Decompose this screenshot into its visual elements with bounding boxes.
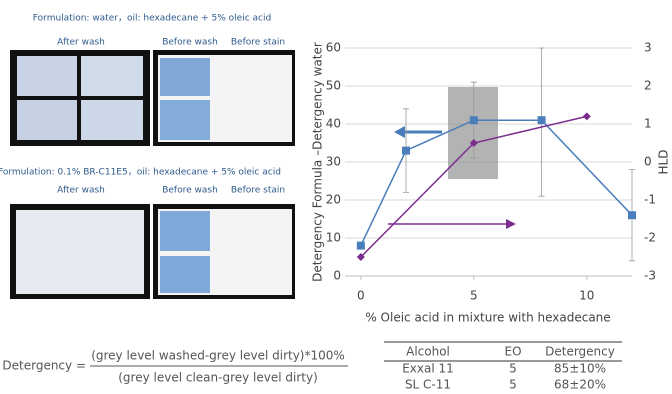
panel-title: Formulation: water，oil: hexadecane + 5% …	[33, 14, 271, 24]
table-cell: 68±20%	[554, 378, 606, 392]
y-tick-label: 60	[326, 41, 341, 55]
y-tick-label: 0	[333, 269, 341, 283]
table-header: Detergency	[545, 345, 615, 359]
table-cell: 85±10%	[554, 362, 606, 376]
panel-label: After wash	[57, 186, 105, 196]
table-header: Alcohol	[406, 345, 450, 359]
table-header: EO	[504, 345, 521, 359]
page: Formulation: water，oil: hexadecane + 5% …	[0, 0, 672, 394]
y2-axis-title: HLD	[657, 150, 671, 175]
marker	[628, 211, 636, 219]
arrowhead	[506, 219, 516, 229]
panel-label: Before wash	[162, 38, 218, 48]
panel-label: Before stain	[231, 186, 285, 196]
marker	[538, 116, 546, 124]
y2-tick-label: -2	[644, 231, 656, 245]
table-cell: Exxal 11	[402, 362, 454, 376]
y2-tick-label: 0	[644, 155, 652, 169]
marker	[583, 112, 591, 120]
panel-label: Before stain	[231, 38, 285, 48]
formula-denominator: (grey level clean-grey level dirty)	[118, 371, 318, 385]
marker	[470, 116, 478, 124]
y-axis-title: Detergency Formula –Detergency water	[311, 42, 325, 282]
y-tick-label: 20	[326, 193, 341, 207]
panel-title: Formulation: 0.1% BR-C11E5，oil: hexadeca…	[0, 168, 281, 178]
marker	[357, 242, 365, 250]
y-tick-label: 40	[326, 117, 341, 131]
highlight-box	[448, 87, 498, 179]
x-tick-label: 10	[579, 289, 594, 303]
table-cell: 5	[509, 362, 517, 376]
y2-tick-label: 2	[644, 79, 652, 93]
panel-label: After wash	[57, 38, 105, 48]
y-tick-label: 30	[326, 155, 341, 169]
x-tick-label: 5	[470, 289, 478, 303]
table: Alcohol EO Detergency Exxal 11 5 85±10% SL C-1…	[384, 342, 622, 392]
y2-tick-label: -1	[644, 193, 656, 207]
arrowhead	[394, 126, 405, 138]
x-tick-label: 0	[357, 289, 365, 303]
panel-label: Before wash	[162, 186, 218, 196]
table-cell: SL C-11	[405, 378, 451, 392]
y2-tick-label: 3	[644, 41, 652, 55]
photo	[10, 204, 295, 299]
formula-numerator: (grey level washed-grey level dirty)*100…	[91, 349, 345, 363]
y-tick-label: 50	[326, 79, 341, 93]
table-cell: 5	[509, 378, 517, 392]
y2-tick-label: 1	[644, 117, 652, 131]
marker	[402, 147, 410, 155]
formula-lhs: Detergency =	[2, 359, 86, 373]
x-axis-title: % Oleic acid in mixture with hexadecane	[365, 311, 610, 325]
y-tick-label: 10	[326, 231, 341, 245]
photo	[10, 50, 295, 146]
y2-tick-label: -3	[644, 269, 656, 283]
